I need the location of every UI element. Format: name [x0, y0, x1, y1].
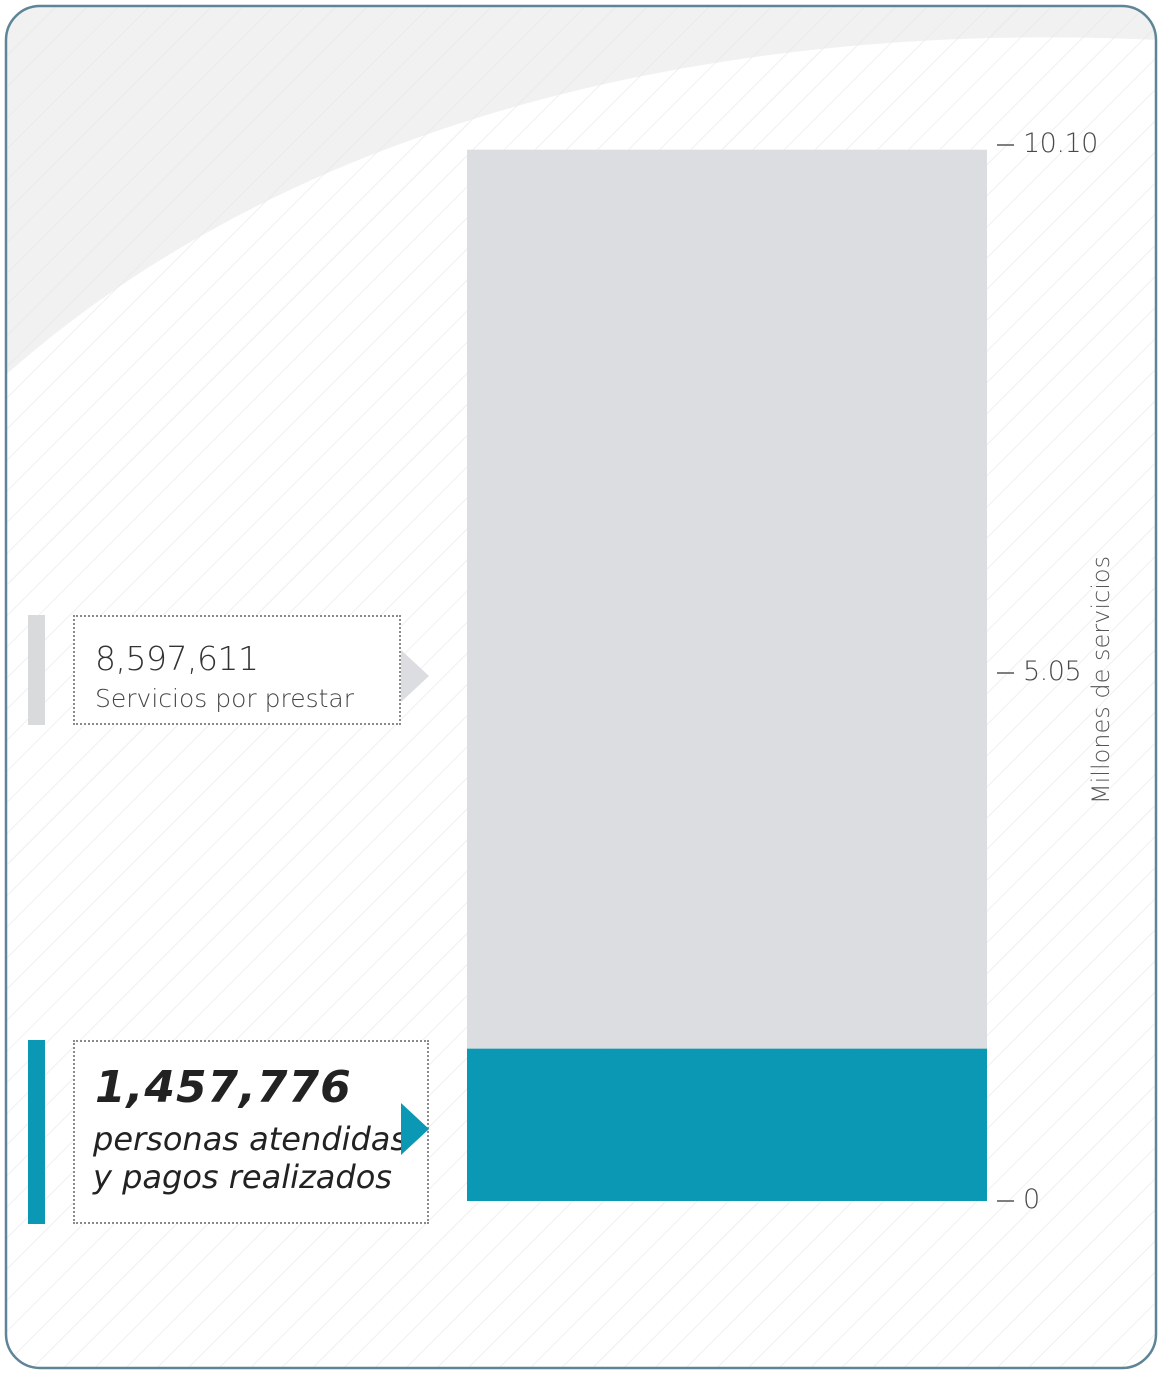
callout-arrow-icon: [401, 1103, 429, 1155]
callout-box: 8,597,611 Servicios por prestar: [73, 615, 401, 725]
callout-arrow-icon: [401, 650, 429, 702]
callout-accent-bar: [28, 615, 45, 725]
callout-people-served: 1,457,776 personas atendidas y pagos rea…: [28, 1040, 430, 1224]
callout-value: 1,457,776: [95, 1062, 352, 1113]
callout-label-line2: y pagos realizados: [93, 1158, 392, 1196]
callout-value: 8,597,611: [95, 639, 259, 678]
y-axis-label: Millones de servicios: [1087, 555, 1115, 805]
callout-label: personas atendidas y pagos realizados: [93, 1120, 423, 1196]
callout-label: Servicios por prestar: [95, 684, 355, 713]
y-tick-label: 10.10: [1023, 128, 1098, 159]
callout-label-line1: personas atendidas: [93, 1120, 408, 1158]
y-tick-label: 0: [1023, 1184, 1040, 1215]
bar-segment-served: [467, 1048, 987, 1201]
callout-box: 1,457,776 personas atendidas y pagos rea…: [73, 1040, 429, 1224]
callout-services-pending: 8,597,611 Servicios por prestar: [28, 615, 429, 725]
y-tick-label: 5.05: [1023, 656, 1082, 687]
bar-segment-pending: [467, 149, 987, 1049]
callout-accent-bar: [28, 1040, 45, 1224]
